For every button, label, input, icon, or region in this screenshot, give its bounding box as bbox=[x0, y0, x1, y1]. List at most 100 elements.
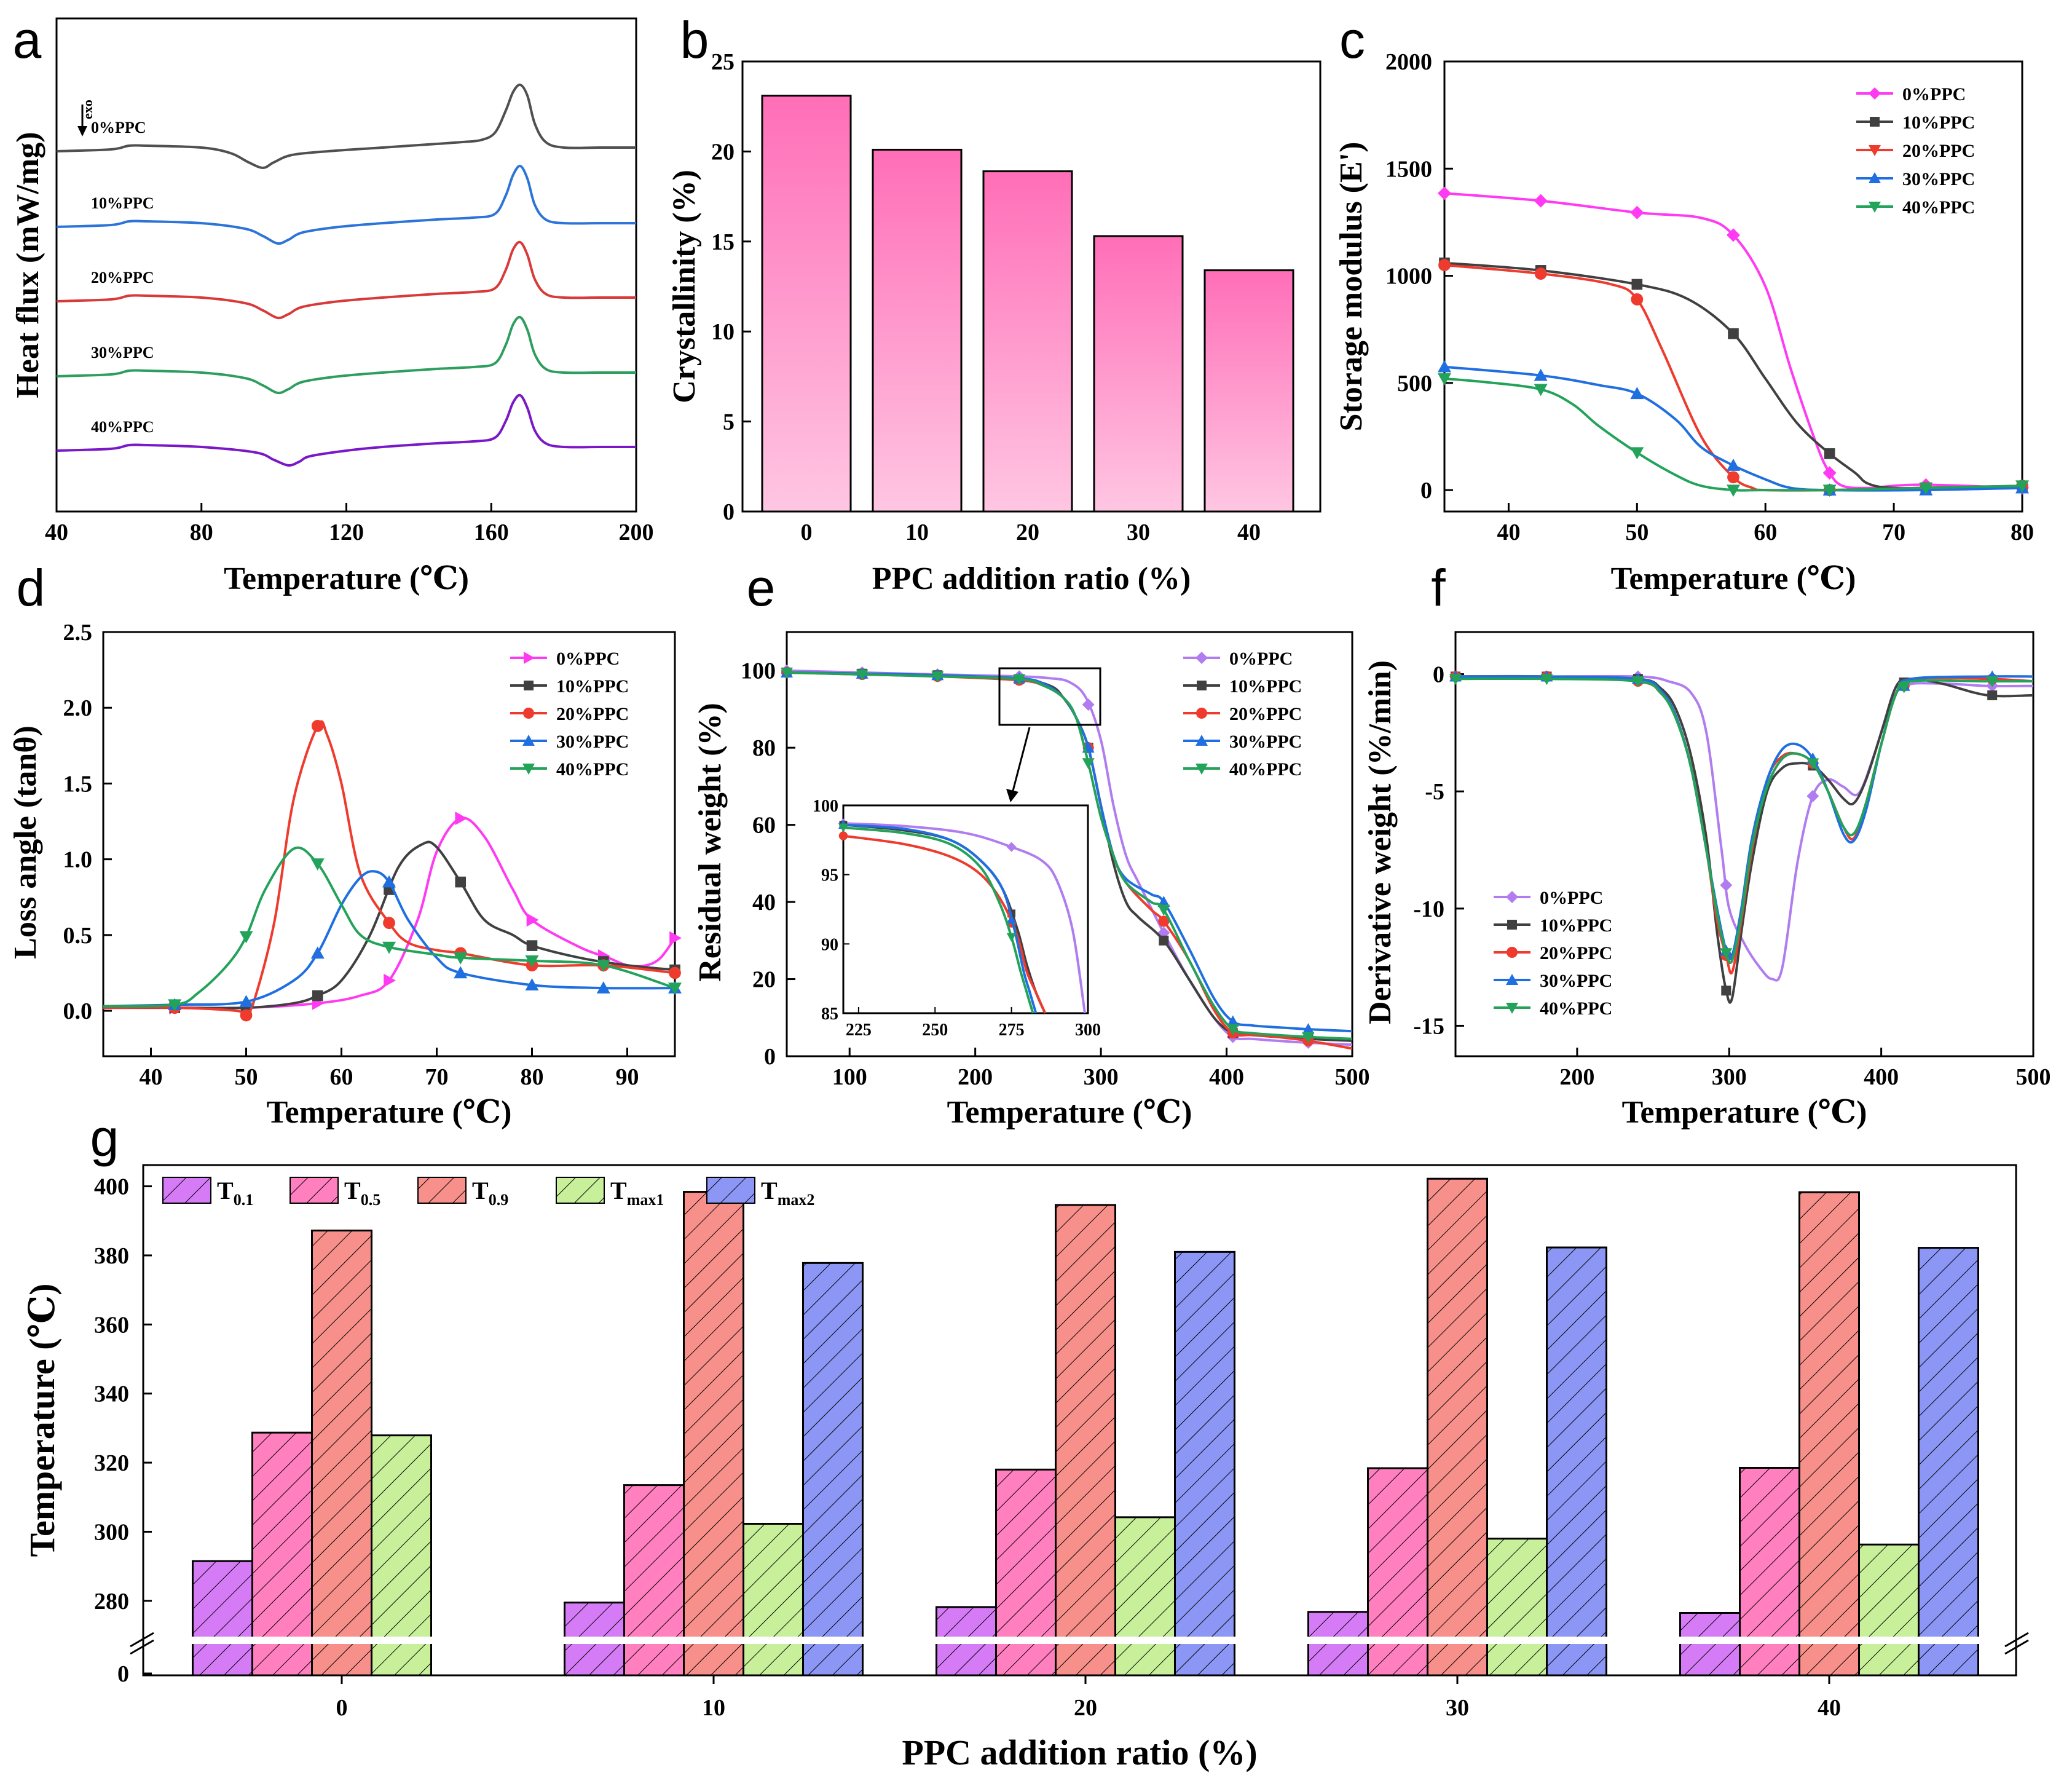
panel-b-xlabel: PPC addition ratio (%) bbox=[872, 561, 1191, 596]
panel-f-marker bbox=[1720, 948, 1733, 960]
c-x-tick-label: 50 bbox=[1625, 520, 1649, 545]
panel-c-marker bbox=[1534, 384, 1548, 397]
panel-g-legend-swatch-hatch bbox=[417, 1177, 467, 1204]
e-legend-label: 40%PPC bbox=[1229, 759, 1302, 780]
panel-e-inset-y-tick-label: 85 bbox=[821, 1005, 838, 1024]
panel-a-curve-0%PPC bbox=[56, 83, 636, 170]
panel-c-marker bbox=[1438, 373, 1451, 385]
panel-g-bar-hatch bbox=[1055, 1204, 1116, 1677]
panel-e-marker bbox=[1302, 1023, 1315, 1035]
panel-e-inset-x-tick-label: 275 bbox=[999, 1021, 1025, 1040]
d-x-tick-label: 80 bbox=[521, 1064, 544, 1090]
e-x-tick-label: 300 bbox=[1084, 1064, 1119, 1090]
panel-d-marker bbox=[454, 952, 468, 965]
panel-g-y-tick-label: 340 bbox=[94, 1381, 129, 1407]
panel-c-marker bbox=[1631, 293, 1644, 306]
panel-e-inset-curve-20%PPC bbox=[843, 834, 1047, 1014]
panel-e-inset-x-tick-label: 250 bbox=[922, 1021, 948, 1040]
panel-e-zoom-box bbox=[998, 667, 1101, 726]
panel-c-curve-30%PPC bbox=[1444, 365, 2023, 492]
panel-g-bar-hatch bbox=[1114, 1516, 1176, 1677]
panel-g-legend-label: T0.5 bbox=[344, 1177, 380, 1209]
panel-e-ylabel: Residual weight (%) bbox=[693, 703, 728, 982]
e-y-tick-label: 60 bbox=[752, 813, 776, 839]
panel-c-curve-0%PPC bbox=[1444, 192, 2023, 489]
b-y-tick-label: 15 bbox=[711, 229, 735, 255]
e-y-tick-label: 80 bbox=[752, 735, 776, 761]
legend-sub: max2 bbox=[778, 1191, 815, 1209]
a-x-tick-label: 80 bbox=[190, 520, 213, 545]
d-y-tick-label: 1.0 bbox=[63, 847, 93, 873]
c-x-tick-label: 60 bbox=[1754, 520, 1777, 545]
e-legend-label: 10%PPC bbox=[1229, 676, 1302, 697]
panel-d-marker bbox=[596, 981, 610, 994]
panel-f-marker bbox=[1806, 758, 1819, 770]
e-legend-marker bbox=[1196, 652, 1208, 664]
b-y-tick-label: 25 bbox=[711, 49, 735, 75]
panel-d-marker bbox=[240, 1009, 253, 1022]
panel-g-bar-hatch bbox=[1798, 1191, 1860, 1677]
panel-g-legend-label: Tmax2 bbox=[761, 1177, 814, 1209]
panel-d-marker bbox=[311, 719, 324, 732]
a-x-tick-label: 200 bbox=[619, 520, 654, 545]
panel-f-marker bbox=[1631, 676, 1644, 688]
panel-g-legend-label: T0.1 bbox=[217, 1177, 253, 1209]
panel-d-marker bbox=[596, 960, 610, 973]
panel-d-marker bbox=[382, 941, 396, 954]
legend-base: T bbox=[610, 1177, 627, 1204]
legend-sub: 0.9 bbox=[489, 1191, 509, 1209]
panel-b-x-tick-label: 10 bbox=[905, 520, 929, 545]
f-legend-label: 30%PPC bbox=[1540, 971, 1612, 991]
panel-g-bar-hatch bbox=[1367, 1467, 1428, 1677]
panel-c-ylabel: Storage modulus (E') bbox=[1334, 142, 1369, 432]
panel-b-x-tick-label: 40 bbox=[1237, 520, 1261, 545]
legend-sub: 0.5 bbox=[361, 1191, 381, 1209]
panel-b-ylabel: Crystallinity (%) bbox=[667, 170, 702, 403]
d-legend-marker bbox=[524, 681, 534, 690]
b-y-tick-label: 20 bbox=[711, 139, 735, 165]
panel-g-bar-hatch bbox=[1918, 1247, 1979, 1677]
panel-b-x-tick-label: 20 bbox=[1016, 520, 1039, 545]
panel-a-curve-20%PPC bbox=[56, 240, 636, 320]
f-x-tick-label: 200 bbox=[1559, 1064, 1594, 1090]
panel-c-marker bbox=[1727, 459, 1740, 471]
a-x-tick-label: 120 bbox=[329, 520, 364, 545]
panel-g-x-tick-label: 10 bbox=[702, 1695, 725, 1721]
panel-d-marker bbox=[668, 982, 682, 995]
panel-g-bar-hatch bbox=[251, 1431, 313, 1677]
panel-g-x-tick-label: 40 bbox=[1818, 1695, 1841, 1721]
panel-e-inset-marker bbox=[1006, 933, 1017, 942]
panel-f-frame bbox=[1454, 631, 2035, 1057]
panel-d-marker bbox=[455, 812, 468, 826]
panel-e-inset-curve-30%PPC bbox=[843, 823, 1038, 1014]
panel-e-inset-marker bbox=[1006, 914, 1017, 924]
panel-c-marker bbox=[1727, 228, 1740, 242]
panel-c-marker bbox=[1727, 471, 1739, 484]
panel-g-bar-hatch bbox=[1174, 1251, 1235, 1677]
panel-c-xlabel: Temperature (℃) bbox=[1611, 561, 1856, 596]
panel-d-frame bbox=[102, 631, 676, 1057]
panel-a-curve-label: 0%PPC bbox=[91, 119, 146, 136]
panel-c-marker bbox=[1919, 482, 1933, 495]
f-legend-label: 40%PPC bbox=[1540, 998, 1612, 1019]
panel-g-y-tick-label: 300 bbox=[94, 1519, 129, 1545]
panel-f-marker bbox=[1986, 676, 1999, 688]
panel-d-marker bbox=[669, 966, 681, 979]
a-x-tick-label: 40 bbox=[45, 520, 68, 545]
panel-b-x-tick-label: 0 bbox=[801, 520, 813, 545]
e-y-tick-label: 20 bbox=[752, 967, 776, 993]
panel-g-break-mark bbox=[2004, 1632, 2029, 1648]
panel-a-curve-40%PPC bbox=[56, 393, 636, 467]
panel-c-frame bbox=[1443, 60, 2023, 513]
panel-a-frame bbox=[55, 17, 637, 513]
c-legend-marker bbox=[1869, 202, 1881, 213]
c-y-tick-label: 1500 bbox=[1385, 156, 1432, 182]
c-legend-label: 0%PPC bbox=[1902, 84, 1966, 105]
legend-base: T bbox=[761, 1177, 778, 1204]
d-legend-label: 30%PPC bbox=[556, 732, 629, 752]
d-y-tick-label: 0.5 bbox=[63, 923, 93, 949]
panel-b-bar bbox=[872, 148, 963, 513]
panel-c-marker bbox=[1824, 448, 1835, 459]
panel-b-bar bbox=[1203, 269, 1294, 513]
panel-d-marker bbox=[310, 946, 325, 959]
